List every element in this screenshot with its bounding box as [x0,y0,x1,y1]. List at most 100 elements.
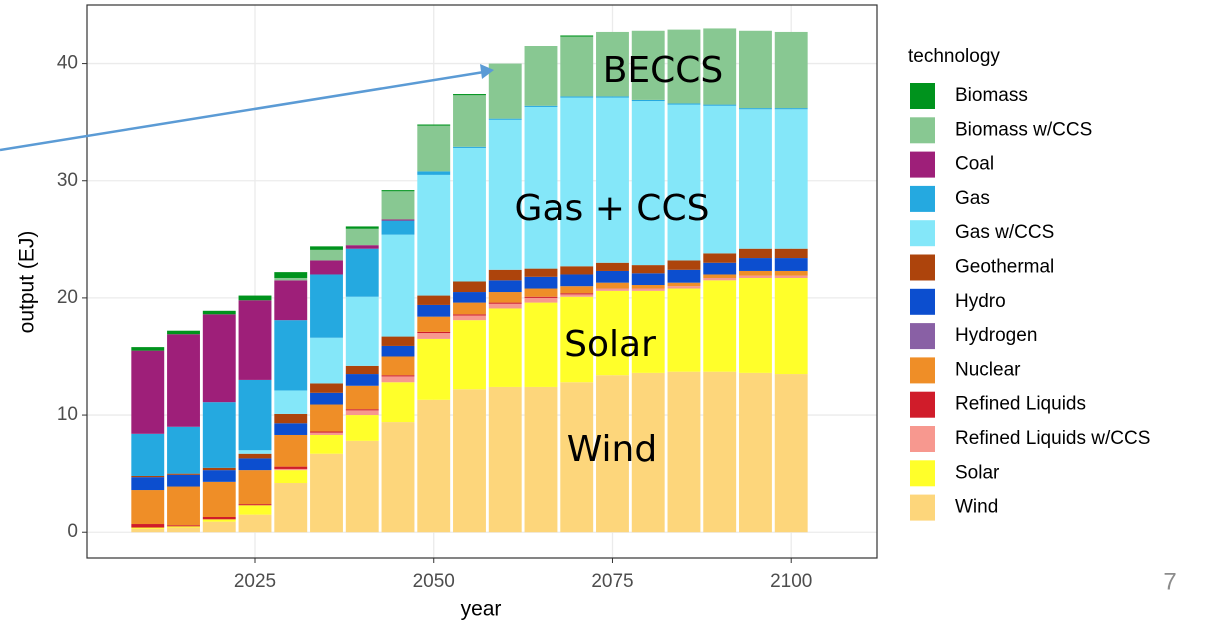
bar-segment [774,258,808,271]
bar-segment [202,310,236,315]
legend-swatch [910,391,935,418]
bar-segment [703,262,737,275]
bar-segment [417,171,451,175]
bar-segment [488,118,522,120]
bar-segment [631,101,665,266]
bar-segment [488,303,522,309]
bar-segment [739,372,772,533]
x-tick-label: 2050 [413,571,455,592]
bar-segment [345,226,379,229]
bar-segment [739,108,772,110]
bar-segment [703,280,737,372]
bar-segment [238,295,272,301]
bar-segment [167,473,200,475]
legend-swatch [910,83,935,109]
legend-label: Biomass w/CCS [955,119,1092,140]
bar-segment [274,390,308,414]
legend-label: Geothermal [955,257,1054,278]
bar-segment [131,347,165,351]
bar-segment [524,288,558,297]
bar-segment [238,505,272,515]
bar-segment [667,282,701,287]
y-tick-label: 40 [57,53,78,74]
bar-segment [703,28,737,105]
bar-segment [345,410,379,416]
bar-segment [774,248,808,259]
legend-swatch [910,426,935,452]
legend-label: Refined Liquids [955,394,1086,415]
bar-segment [596,270,629,283]
bar-segment [202,314,236,403]
bar-segment [453,281,486,293]
bar-segment [381,234,415,337]
y-axis-label: output (EJ) [16,231,39,334]
bar-segment [596,31,629,97]
bar-segment [703,274,737,278]
bar-segment [631,99,665,102]
y-tick-label: 0 [67,521,78,542]
bar-segment [345,228,379,246]
annotation: Wind [567,429,657,470]
bar-segment [345,415,379,441]
bar-segment [131,477,165,491]
bar-segment [560,96,594,98]
bar-segment [167,526,200,528]
legend-label: Gas w/CCS [955,222,1054,243]
bar-segment [274,483,308,533]
y-tick-label: 30 [57,170,78,191]
bar-segment [774,31,808,109]
bar-segment [488,119,522,270]
legend-label: Hydro [955,291,1006,312]
bar-segment [381,376,415,383]
bar-segment [774,108,808,110]
bar-segment [381,191,415,220]
bar-segment [596,375,629,533]
bar-segment [310,249,343,261]
bar-segment [667,104,701,261]
bar-segment [703,277,737,281]
legend-swatch [910,357,935,384]
bar-segment [238,379,272,451]
bar-segment [381,345,415,357]
bar-segment [596,262,629,271]
bar-segment [667,260,701,270]
bar-segment [453,95,486,147]
bar-segment [488,302,522,304]
legend-label: Coal [955,154,994,175]
bar-segment [274,320,308,391]
bar-segment [131,433,165,476]
bar-segment [488,292,522,303]
bar-segment [167,330,200,335]
annotation: Gas + CCS [515,188,710,229]
bar-segment [631,30,665,100]
y-tick-label: 20 [57,287,78,308]
legend-label: Hydrogen [955,325,1037,346]
bar-segment [453,94,486,96]
bar-segment [488,386,522,533]
bar-segment [524,297,558,303]
bar-segment [667,103,701,105]
bar-segment [524,46,558,106]
bar-segment [381,375,415,377]
bar-segment [703,253,737,263]
bar-segment [596,96,629,98]
x-axis-label: year [461,598,502,621]
bar-segment [310,246,343,250]
bar-segment [381,382,415,423]
bar-segment [453,320,486,390]
bar-segment [560,294,594,297]
bar-segment [417,316,451,332]
arrow-head [480,64,494,79]
bar-segment [345,245,379,249]
bar-segment [238,458,272,471]
bar-segment [381,190,415,192]
bar-segment [131,490,165,525]
bar-segment [167,527,200,533]
bar-segment [310,337,343,384]
bar-segment [310,453,343,533]
bar-segment [453,302,486,315]
bar-segment [310,432,343,435]
x-tick-label: 2100 [770,571,812,592]
bar-segment [310,274,343,338]
annotation: BECCS [603,50,724,91]
